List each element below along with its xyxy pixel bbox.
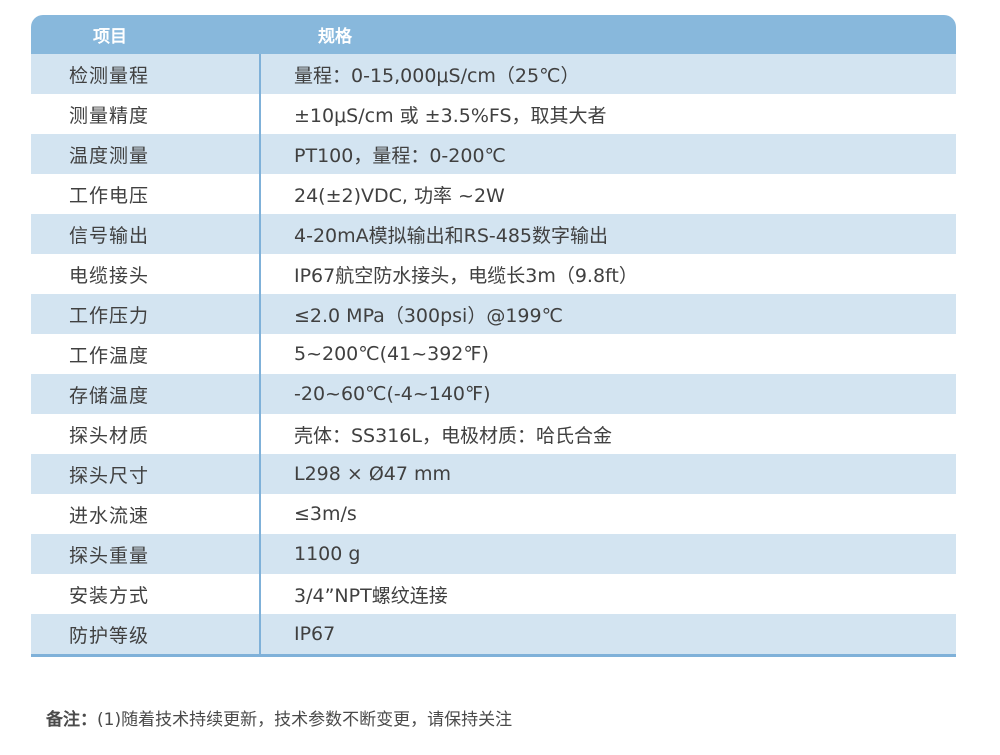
footnote: 备注：(1)随着技术持续更新，技术参数不断变更，请保持关注 (46, 705, 512, 730)
table-row: 信号输出 4-20mA模拟输出和RS-485数字输出 (31, 214, 956, 254)
row-spec-value: PT100，量程：0-200℃ (260, 134, 956, 174)
header-row: 项目 规格 (31, 15, 956, 54)
row-spec-value: -20~60℃(-4~140℉) (260, 374, 956, 414)
table-row: 安装方式 3/4”NPT螺纹连接 (31, 574, 956, 614)
row-spec-value: IP67 (260, 614, 956, 657)
table-row: 温度测量 PT100，量程：0-200℃ (31, 134, 956, 174)
table-row: 工作电压 24(±2)VDC, 功率 ~2W (31, 174, 956, 214)
table-row: 检测量程 量程：0-15,000μS/cm（25℃） (31, 54, 956, 94)
row-spec-value: ≤2.0 MPa（300psi）@199℃ (260, 294, 956, 334)
spec-table: 项目 规格 检测量程 量程：0-15,000μS/cm（25℃） 测量精度 ±10μS… (31, 15, 956, 657)
table-row: 防护等级 IP67 (31, 614, 956, 657)
row-spec-value: 量程：0-15,000μS/cm（25℃） (260, 54, 956, 94)
row-item-name: 进水流速 (31, 494, 261, 534)
row-spec-value: L298 × Ø47 mm (260, 454, 956, 494)
table-row: 工作压力 ≤2.0 MPa（300psi）@199℃ (31, 294, 956, 334)
row-spec-value: IP67航空防水接头，电缆长3m（9.8ft） (260, 254, 956, 294)
row-item-name: 探头重量 (31, 534, 261, 574)
table-header: 项目 规格 (31, 15, 956, 54)
row-item-name: 工作温度 (31, 334, 261, 374)
row-spec-value: 3/4”NPT螺纹连接 (260, 574, 956, 614)
table-row: 电缆接头 IP67航空防水接头，电缆长3m（9.8ft） (31, 254, 956, 294)
table-row: 探头尺寸 L298 × Ø47 mm (31, 454, 956, 494)
table-row: 工作温度 5~200℃(41~392℉) (31, 334, 956, 374)
row-item-name: 探头尺寸 (31, 454, 261, 494)
row-item-name: 存储温度 (31, 374, 261, 414)
footnote-text: (1)随着技术持续更新，技术参数不断变更，请保持关注 (97, 710, 513, 730)
footnote-label: 备注： (46, 710, 97, 730)
table-row: 探头材质 壳体：SS316L，电极材质：哈氏合金 (31, 414, 956, 454)
row-item-name: 信号输出 (31, 214, 261, 254)
header-spec: 规格 (260, 15, 956, 54)
row-spec-value: 5~200℃(41~392℉) (260, 334, 956, 374)
row-spec-value: ±10μS/cm 或 ±3.5%FS，取其大者 (260, 94, 956, 134)
row-item-name: 电缆接头 (31, 254, 261, 294)
header-item: 项目 (31, 15, 260, 54)
row-spec-value: 壳体：SS316L，电极材质：哈氏合金 (260, 414, 956, 454)
table-row: 存储温度 -20~60℃(-4~140℉) (31, 374, 956, 414)
table-row: 探头重量 1100 g (31, 534, 956, 574)
row-item-name: 工作电压 (31, 174, 261, 214)
table-row: 测量精度 ±10μS/cm 或 ±3.5%FS，取其大者 (31, 94, 956, 134)
row-spec-value: 4-20mA模拟输出和RS-485数字输出 (260, 214, 956, 254)
row-spec-value: ≤3m/s (260, 494, 956, 534)
table-body: 检测量程 量程：0-15,000μS/cm（25℃） 测量精度 ±10μS/cm 或 … (31, 54, 956, 657)
row-item-name: 温度测量 (31, 134, 261, 174)
row-item-name: 安装方式 (31, 574, 261, 614)
table-row: 进水流速 ≤3m/s (31, 494, 956, 534)
row-spec-value: 1100 g (260, 534, 956, 574)
row-item-name: 探头材质 (31, 414, 261, 454)
row-item-name: 工作压力 (31, 294, 261, 334)
row-item-name: 测量精度 (31, 94, 261, 134)
row-item-name: 防护等级 (31, 614, 261, 657)
row-spec-value: 24(±2)VDC, 功率 ~2W (260, 174, 956, 214)
row-item-name: 检测量程 (31, 54, 261, 94)
